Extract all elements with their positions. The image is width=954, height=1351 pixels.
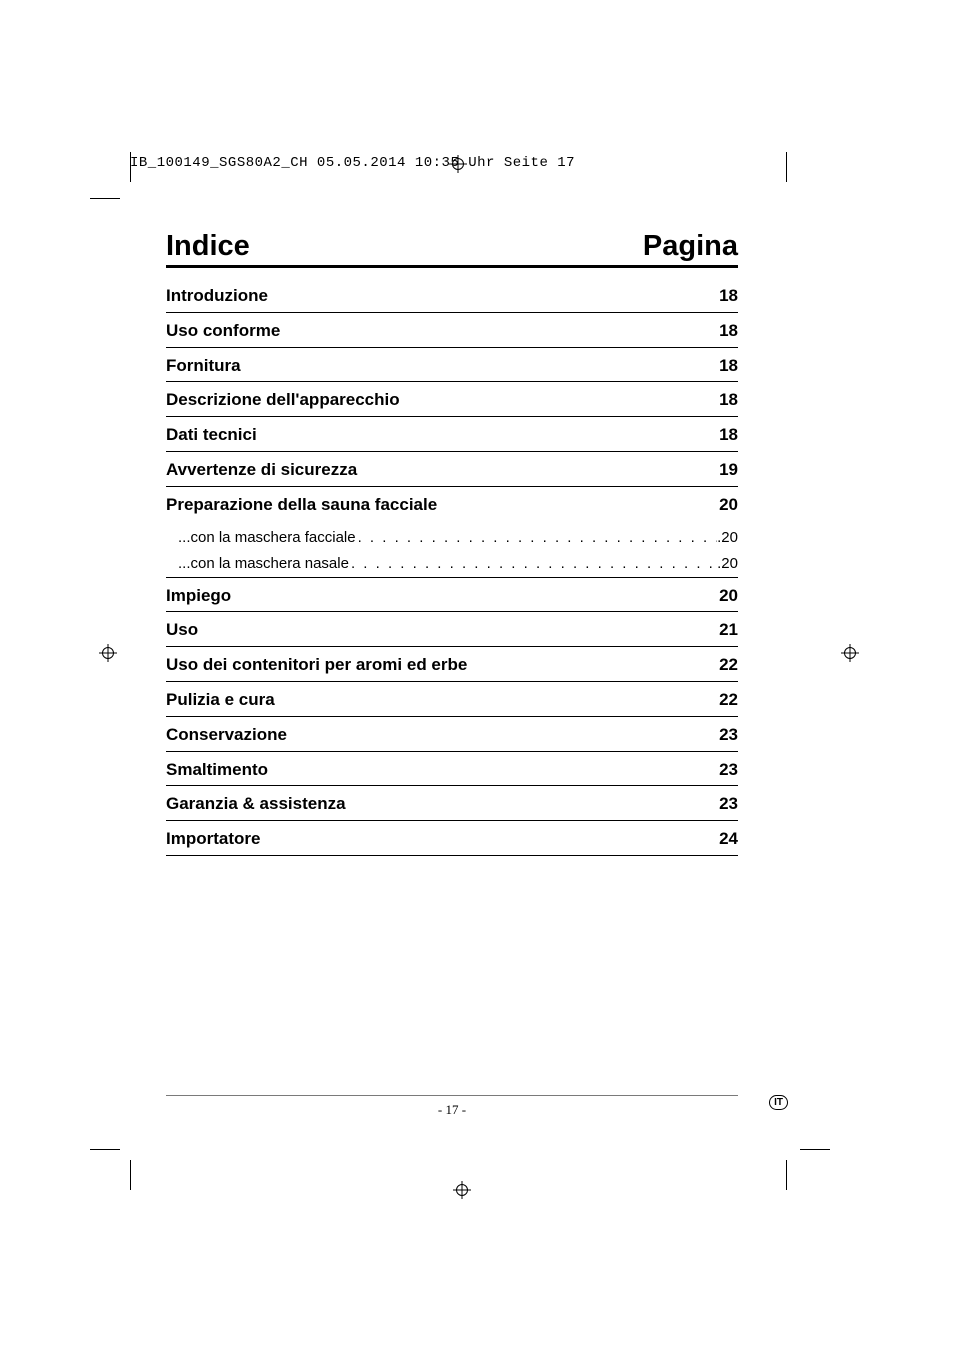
document-page: IB_100149_SGS80A2_CH 05.05.2014 10:35 Uh…: [0, 0, 954, 1351]
toc-title-left: Indice: [166, 230, 250, 263]
toc-dot-leader: . . . . . . . . . . . . . . . . . . . . …: [356, 529, 718, 547]
toc-row-page: 18: [719, 354, 738, 378]
toc-title-right: Pagina: [643, 230, 738, 263]
crop-mark-icon: [90, 1149, 120, 1150]
toc-row: Preparazione della sauna facciale 20: [166, 487, 738, 521]
registration-mark-icon: [99, 644, 117, 662]
toc-row-label: Dati tecnici: [166, 423, 257, 447]
toc-row-page: 20: [719, 584, 738, 608]
toc-row: Uso conforme 18: [166, 313, 738, 348]
toc-content: Indice Pagina Introduzione18Uso conforme…: [166, 230, 738, 856]
crop-mark-icon: [130, 152, 131, 182]
toc-row-page: 18: [719, 388, 738, 412]
toc-row: Avvertenze di sicurezza 19: [166, 452, 738, 487]
toc-row-page: 20: [719, 493, 738, 517]
crop-mark-icon: [800, 1149, 830, 1150]
toc-row-page: 22: [719, 688, 738, 712]
toc-sub-page: .20: [717, 529, 738, 547]
crop-mark-icon: [786, 152, 787, 182]
toc-list: Introduzione18Uso conforme18Fornitura18D…: [166, 278, 738, 856]
toc-row: Conservazione 23: [166, 717, 738, 752]
toc-row-label: Introduzione: [166, 284, 268, 308]
toc-row: Pulizia e cura 22: [166, 682, 738, 717]
toc-row: Descrizione dell'apparecchio 18: [166, 382, 738, 417]
toc-row-label: Impiego: [166, 584, 231, 608]
toc-row-label: Importatore: [166, 827, 260, 851]
toc-row-page: 23: [719, 758, 738, 782]
toc-row-page: 22: [719, 653, 738, 677]
toc-row-page: 23: [719, 792, 738, 816]
toc-row-page: 21: [719, 618, 738, 642]
crop-mark-icon: [130, 1160, 131, 1190]
print-header-meta: IB_100149_SGS80A2_CH 05.05.2014 10:35 Uh…: [130, 155, 575, 171]
registration-mark-icon: [841, 644, 859, 662]
toc-row-label: Smaltimento: [166, 758, 268, 782]
registration-mark-icon: [449, 155, 467, 173]
toc-row: Garanzia & assistenza 23: [166, 786, 738, 821]
toc-row: Importatore 24: [166, 821, 738, 856]
toc-sub-row: ...con la maschera nasale . . . . . . . …: [166, 547, 738, 573]
toc-row: Dati tecnici 18: [166, 417, 738, 452]
toc-row: Impiego 20: [166, 578, 738, 613]
toc-row: Smaltimento 23: [166, 752, 738, 787]
toc-row-page: 18: [719, 423, 738, 447]
toc-row: Fornitura 18: [166, 348, 738, 383]
toc-row-label: Uso dei contenitori per aromi ed erbe: [166, 653, 467, 677]
toc-row-label: Garanzia & assistenza: [166, 792, 346, 816]
page-number: - 17 -: [166, 1095, 738, 1118]
toc-row-page: 23: [719, 723, 738, 747]
toc-row-page: 19: [719, 458, 738, 482]
toc-dot-leader: . . . . . . . . . . . . . . . . . . . . …: [349, 555, 717, 573]
toc-row: Uso 21: [166, 612, 738, 647]
toc-row-label: Descrizione dell'apparecchio: [166, 388, 400, 412]
toc-title-row: Indice Pagina: [166, 230, 738, 268]
toc-row-label: Avvertenze di sicurezza: [166, 458, 357, 482]
toc-row-page: 24: [719, 827, 738, 851]
toc-row-label: Uso: [166, 618, 198, 642]
toc-sub-page: .20: [717, 555, 738, 573]
toc-sub-group: ...con la maschera facciale . . . . . . …: [166, 521, 738, 578]
toc-sub-label: ...con la maschera nasale: [178, 555, 349, 573]
toc-row-label: Pulizia e cura: [166, 688, 275, 712]
toc-row-label: Fornitura: [166, 354, 241, 378]
toc-row-page: 18: [719, 319, 738, 343]
toc-row-page: 18: [719, 284, 738, 308]
crop-mark-icon: [786, 1160, 787, 1190]
registration-mark-icon: [453, 1181, 471, 1199]
toc-sub-row: ...con la maschera facciale . . . . . . …: [166, 521, 738, 547]
toc-row: Uso dei contenitori per aromi ed erbe 22: [166, 647, 738, 682]
crop-mark-icon: [90, 198, 120, 199]
toc-row-label: Uso conforme: [166, 319, 280, 343]
toc-row: Introduzione 18: [166, 278, 738, 313]
language-badge: IT: [769, 1095, 788, 1110]
toc-sub-label: ...con la maschera facciale: [178, 529, 356, 547]
toc-row-label: Conservazione: [166, 723, 287, 747]
toc-row-label: Preparazione della sauna facciale: [166, 493, 437, 517]
